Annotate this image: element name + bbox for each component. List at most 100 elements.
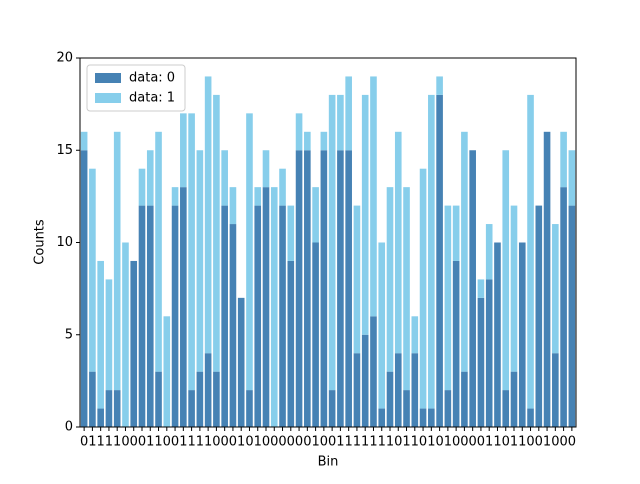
- bar: [80, 150, 88, 427]
- bar: [138, 168, 146, 206]
- bar: [304, 131, 311, 151]
- bar: [378, 408, 386, 427]
- x-tick-label: 0: [568, 435, 576, 450]
- x-tick-label: 0: [221, 435, 229, 450]
- x-tick-label: 0: [270, 435, 278, 450]
- x-tick-label: 0: [460, 435, 468, 450]
- bar: [436, 94, 443, 428]
- bar: [246, 390, 253, 427]
- bar: [419, 408, 427, 427]
- x-tick-label: 1: [88, 435, 96, 450]
- x-tick-label: 1: [402, 435, 410, 450]
- bar: [279, 168, 286, 206]
- x-tick-label: 0: [535, 435, 543, 450]
- x-tick-label: 0: [245, 435, 253, 450]
- x-tick-label: 1: [427, 435, 435, 450]
- bar: [552, 353, 559, 427]
- y-axis-label: Counts: [33, 219, 48, 265]
- x-tick-label: 1: [518, 435, 526, 450]
- bar: [568, 150, 576, 206]
- bar: [394, 131, 402, 354]
- bar: [444, 390, 452, 427]
- legend-swatch: [95, 73, 121, 83]
- bar: [229, 224, 237, 427]
- x-tick-label: 0: [287, 435, 295, 450]
- x-tick-label: 1: [411, 435, 419, 450]
- bar: [196, 371, 204, 427]
- bar: [477, 279, 485, 298]
- x-tick-label: 0: [278, 435, 286, 450]
- x-tick-label: 0: [229, 435, 237, 450]
- bar: [543, 131, 551, 428]
- bar: [89, 371, 96, 427]
- x-tick-label: 0: [419, 435, 427, 450]
- x-tick-label: 0: [328, 435, 336, 450]
- bar: [469, 150, 476, 427]
- plot-frame: [79, 57, 577, 428]
- bar: [345, 150, 352, 427]
- bar: [419, 168, 427, 409]
- bar: [221, 150, 228, 206]
- bar: [345, 76, 352, 151]
- x-tick-label: 1: [196, 435, 204, 450]
- y-tick-label: 20: [56, 51, 73, 66]
- x-tick-label: 0: [121, 435, 129, 450]
- bar: [560, 187, 567, 427]
- x-tick-label: 1: [510, 435, 518, 450]
- x-tick-label: 0: [138, 435, 146, 450]
- bar: [535, 205, 543, 427]
- bar: [452, 260, 460, 427]
- bar: [80, 131, 88, 151]
- bar: [378, 242, 386, 409]
- bar: [287, 260, 295, 427]
- x-tick-label: 1: [311, 435, 319, 450]
- bar: [254, 187, 262, 206]
- x-tick-label: 1: [154, 435, 162, 450]
- x-tick-label: 1: [336, 435, 344, 450]
- x-axis-label: Bin: [318, 455, 339, 470]
- bar: [411, 353, 419, 427]
- bar: [304, 150, 311, 427]
- bar: [171, 205, 179, 427]
- bar: [337, 150, 344, 427]
- legend-label: data: 1: [129, 91, 175, 106]
- x-tick-label: 1: [485, 435, 493, 450]
- x-tick-label: 0: [80, 435, 88, 450]
- bar: [221, 205, 228, 427]
- bar: [237, 297, 245, 427]
- x-tick-label: 0: [477, 435, 485, 450]
- x-tick-label: 1: [97, 435, 105, 450]
- bar: [105, 390, 113, 427]
- x-tick-label: 1: [386, 435, 394, 450]
- bar: [510, 205, 518, 372]
- bar: [485, 224, 493, 280]
- bar: [560, 131, 567, 188]
- x-tick-label: 0: [469, 435, 477, 450]
- bar: [428, 94, 435, 409]
- x-tick-label: 1: [543, 435, 551, 450]
- bar: [502, 150, 510, 391]
- bar: [353, 205, 361, 354]
- x-tick-label: 1: [361, 435, 369, 450]
- x-tick-label: 1: [146, 435, 154, 450]
- bar: [328, 390, 336, 427]
- bar: [444, 205, 452, 391]
- bar: [370, 76, 377, 317]
- bar: [312, 187, 319, 243]
- bar: [287, 205, 295, 261]
- x-tick-label: 0: [295, 435, 303, 450]
- bar: [188, 390, 195, 427]
- bar: [146, 150, 154, 206]
- bar: [485, 279, 493, 427]
- bar: [494, 242, 501, 427]
- bar: [312, 242, 319, 427]
- x-tick-label: 1: [345, 435, 353, 450]
- bar: [320, 131, 328, 151]
- bar: [510, 371, 518, 427]
- x-tick-label: 0: [303, 435, 311, 450]
- bar: [518, 242, 526, 427]
- bar: [436, 76, 443, 95]
- bar: [394, 353, 402, 427]
- x-tick-label: 1: [254, 435, 262, 450]
- x-tick-label: 1: [444, 435, 452, 450]
